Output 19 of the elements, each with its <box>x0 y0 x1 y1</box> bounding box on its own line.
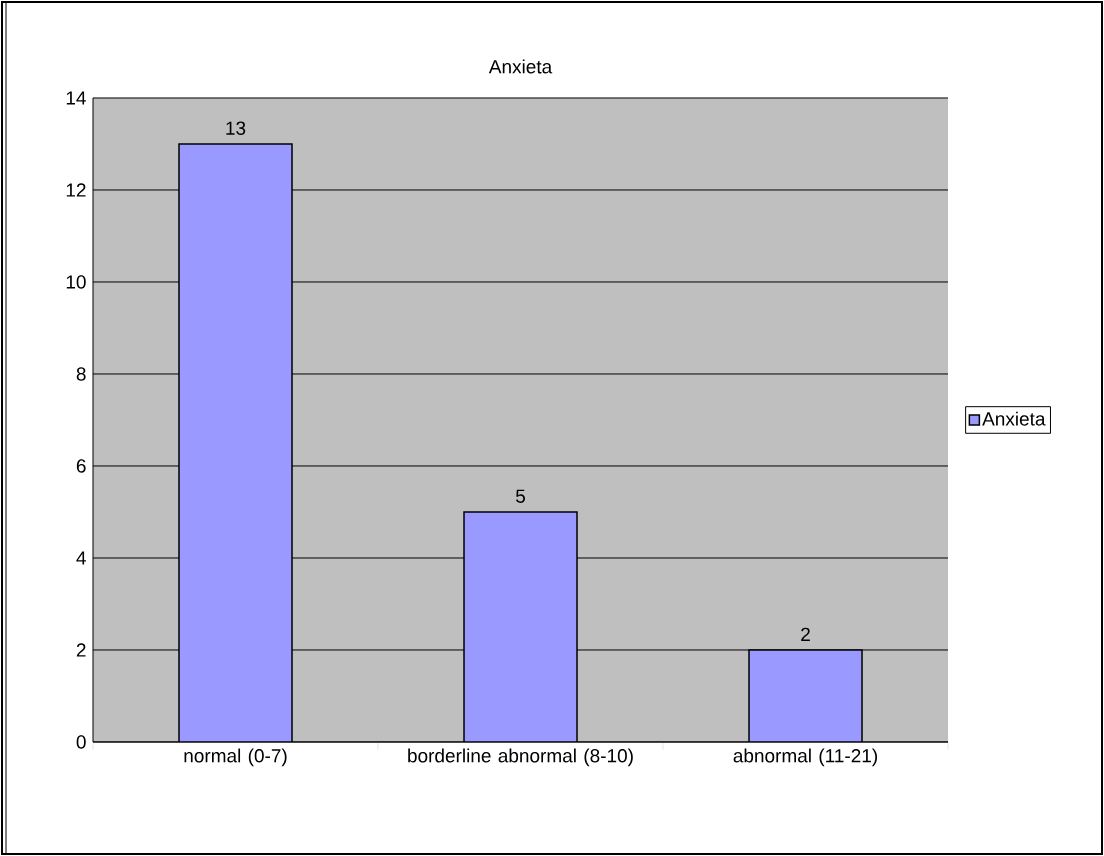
y-tick-label: 0 <box>76 735 86 749</box>
x-tick-label: borderline abnormal (8-10) <box>408 748 633 767</box>
data-label: 5 <box>515 489 525 503</box>
y-tick-label: 8 <box>76 367 86 381</box>
x-tick-label: normal (0-7) <box>184 748 287 767</box>
data-label: 2 <box>801 627 810 641</box>
chart-title: Anxieta <box>488 59 553 74</box>
y-tick-label: 10 <box>66 275 86 289</box>
y-tick-label: 6 <box>76 459 86 473</box>
y-tick-label: 14 <box>66 91 86 105</box>
bar <box>748 649 863 742</box>
y-tick-label: 12 <box>66 183 86 197</box>
y-tick-label: 2 <box>76 643 86 657</box>
y-tick-label: 4 <box>76 551 86 565</box>
data-label: 13 <box>226 121 246 135</box>
legend-label: Anxieta <box>982 411 1046 426</box>
bar <box>178 143 293 742</box>
x-tick-label: abnormal (11-21) <box>733 748 878 767</box>
bar <box>463 511 578 742</box>
